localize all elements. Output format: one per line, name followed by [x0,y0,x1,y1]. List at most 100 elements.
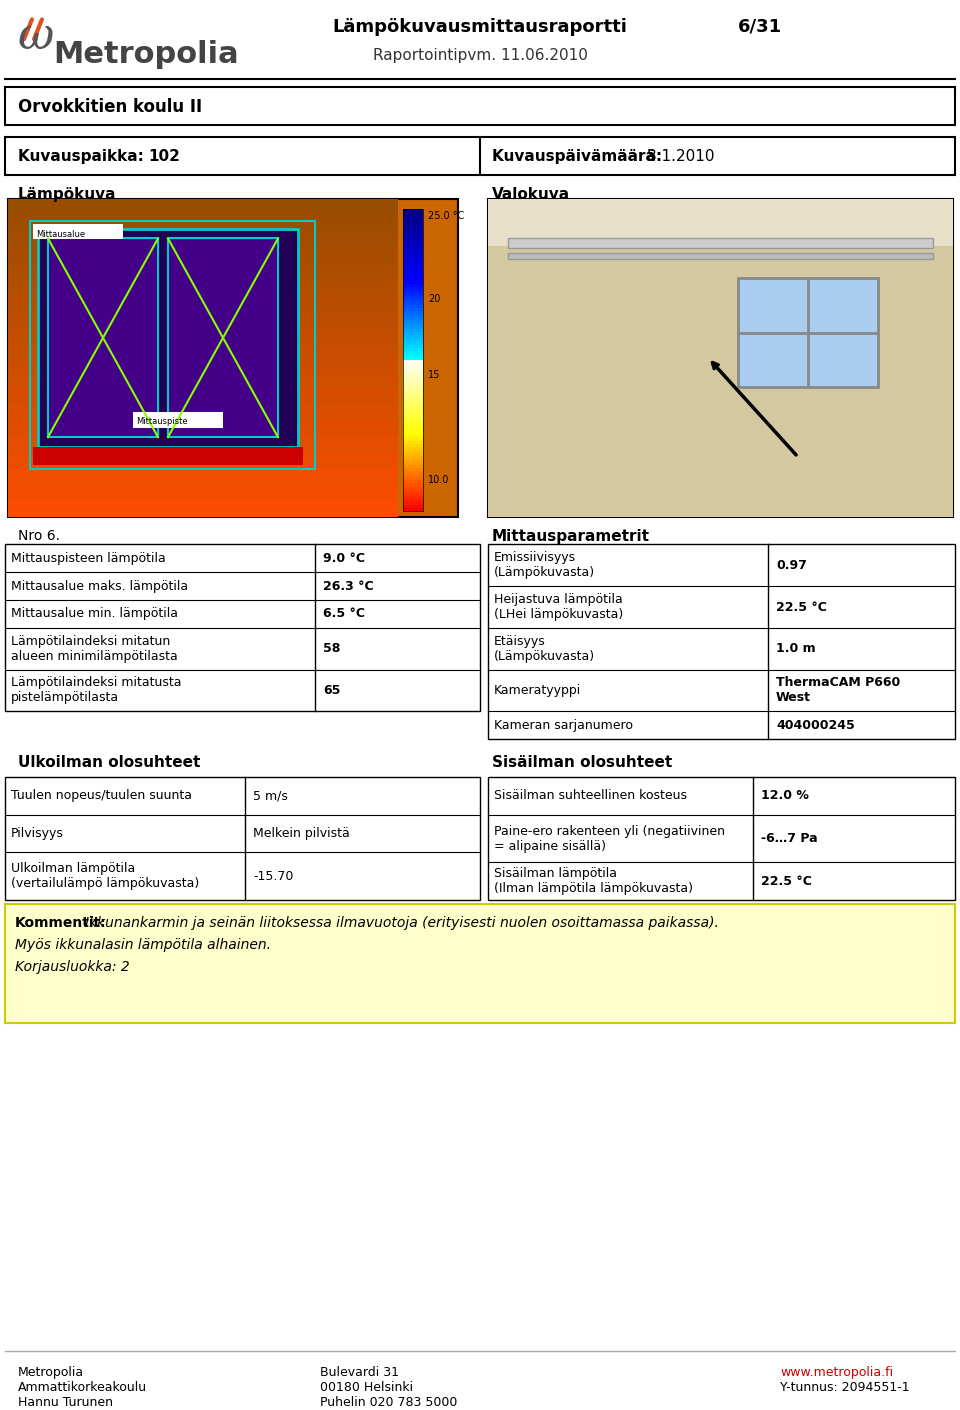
Bar [403,372,423,375]
Bar [403,209,423,211]
Bar [403,251,423,254]
Bar [33,224,123,240]
Text: Mittausalue: Mittausalue [36,230,85,238]
Bar [403,312,423,314]
Bar [403,212,423,214]
Bar [403,453,423,457]
Bar [403,415,423,417]
Bar [403,230,423,233]
Bar [403,323,423,327]
Text: Lämpötilaindeksi mitatun
alueen minimilämpötilasta: Lämpötilaindeksi mitatun alueen minimilä… [11,634,178,663]
Bar [8,437,398,453]
Text: Kameran sarjanumero: Kameran sarjanumero [494,719,633,732]
Bar [5,87,955,125]
Bar [133,412,223,429]
Text: Heijastuva lämpötila
(LHei lämpökuvasta): Heijastuva lämpötila (LHei lämpökuvasta) [494,594,623,620]
Text: Korjausluokka: 2: Korjausluokka: 2 [15,960,130,974]
Bar [403,233,423,235]
Text: 15: 15 [428,369,441,379]
Bar [403,269,423,272]
Text: Valokuva: Valokuva [492,186,570,202]
Bar [403,420,423,423]
Bar [403,384,423,386]
Bar [403,272,423,275]
Text: 20: 20 [428,295,441,305]
Bar [8,278,398,295]
Bar [403,209,423,510]
Bar [403,389,423,393]
Bar [403,293,423,296]
Bar [8,247,398,262]
Text: Metropolia: Metropolia [53,39,239,69]
Bar [403,405,423,407]
Bar [403,486,423,489]
Bar [8,501,398,516]
Bar [403,436,423,439]
Bar [403,341,423,344]
Text: -6…7 Pa: -6…7 Pa [761,832,818,845]
Bar [5,544,480,712]
Bar [403,330,423,333]
Text: 404000245: 404000245 [776,719,854,732]
Text: Sisäilman lämpötila
(Ilman lämpötila lämpökuvasta): Sisäilman lämpötila (Ilman lämpötila läm… [494,867,693,895]
Bar [403,266,423,269]
Text: Orvokkitien koulu II: Orvokkitien koulu II [18,99,203,116]
Bar [403,381,423,384]
Text: 58: 58 [323,643,341,656]
Text: Mittauspisteen lämpötila: Mittauspisteen lämpötila [11,551,166,565]
Text: Mittauspiste: Mittauspiste [136,417,187,426]
Bar [33,447,303,465]
Bar [403,317,423,320]
Bar [403,375,423,378]
Bar [403,354,423,357]
Bar [403,474,423,478]
Bar [403,457,423,460]
Bar [488,777,955,900]
Bar [403,460,423,462]
Bar [403,344,423,348]
Text: Kommentit:: Kommentit: [15,916,107,931]
Bar [8,230,398,247]
Text: Ikkunankarmin ja seinän liitoksessa ilmavuotoja (erityisesti nuolen osoittamassa: Ikkunankarmin ja seinän liitoksessa ilma… [85,916,719,931]
Text: Hannu Turunen: Hannu Turunen [18,1396,113,1409]
Bar [8,453,398,470]
Bar [403,302,423,306]
Bar [403,450,423,453]
Bar [403,348,423,351]
Bar [488,199,953,516]
Bar [8,389,398,405]
Bar [403,245,423,248]
Bar [403,508,423,510]
Bar [403,227,423,230]
Text: Emissiivisyys
(Lämpökuvasta): Emissiivisyys (Lämpökuvasta) [494,551,595,580]
Bar [403,441,423,444]
Text: Ammattikorkeakoulu: Ammattikorkeakoulu [18,1380,147,1394]
Text: 0.97: 0.97 [776,558,806,572]
Bar [403,254,423,257]
Text: Mittausalue min. lämpötila: Mittausalue min. lämpötila [11,608,178,620]
Text: Lämpökuva: Lämpökuva [18,186,116,202]
Bar [8,374,398,389]
Text: 12.0 %: 12.0 % [761,790,809,802]
Bar [5,777,480,900]
Bar [403,248,423,251]
Bar [403,468,423,471]
Bar [403,299,423,302]
Text: Sisäilman suhteellinen kosteus: Sisäilman suhteellinen kosteus [494,790,687,802]
Bar [403,505,423,508]
Bar [403,426,423,429]
Bar [403,484,423,486]
Text: Melkein pilvistä: Melkein pilvistä [253,828,349,840]
Bar [403,431,423,436]
Bar [8,295,398,310]
Bar [8,262,398,278]
Bar [738,278,878,388]
Bar [8,214,398,230]
Bar [403,333,423,336]
Bar [5,904,955,1024]
Bar [508,254,933,259]
Bar [8,199,398,214]
Text: Lämpökuvausmittausraportti: Lämpökuvausmittausraportti [332,18,628,35]
Bar [403,378,423,381]
Bar [403,481,423,484]
